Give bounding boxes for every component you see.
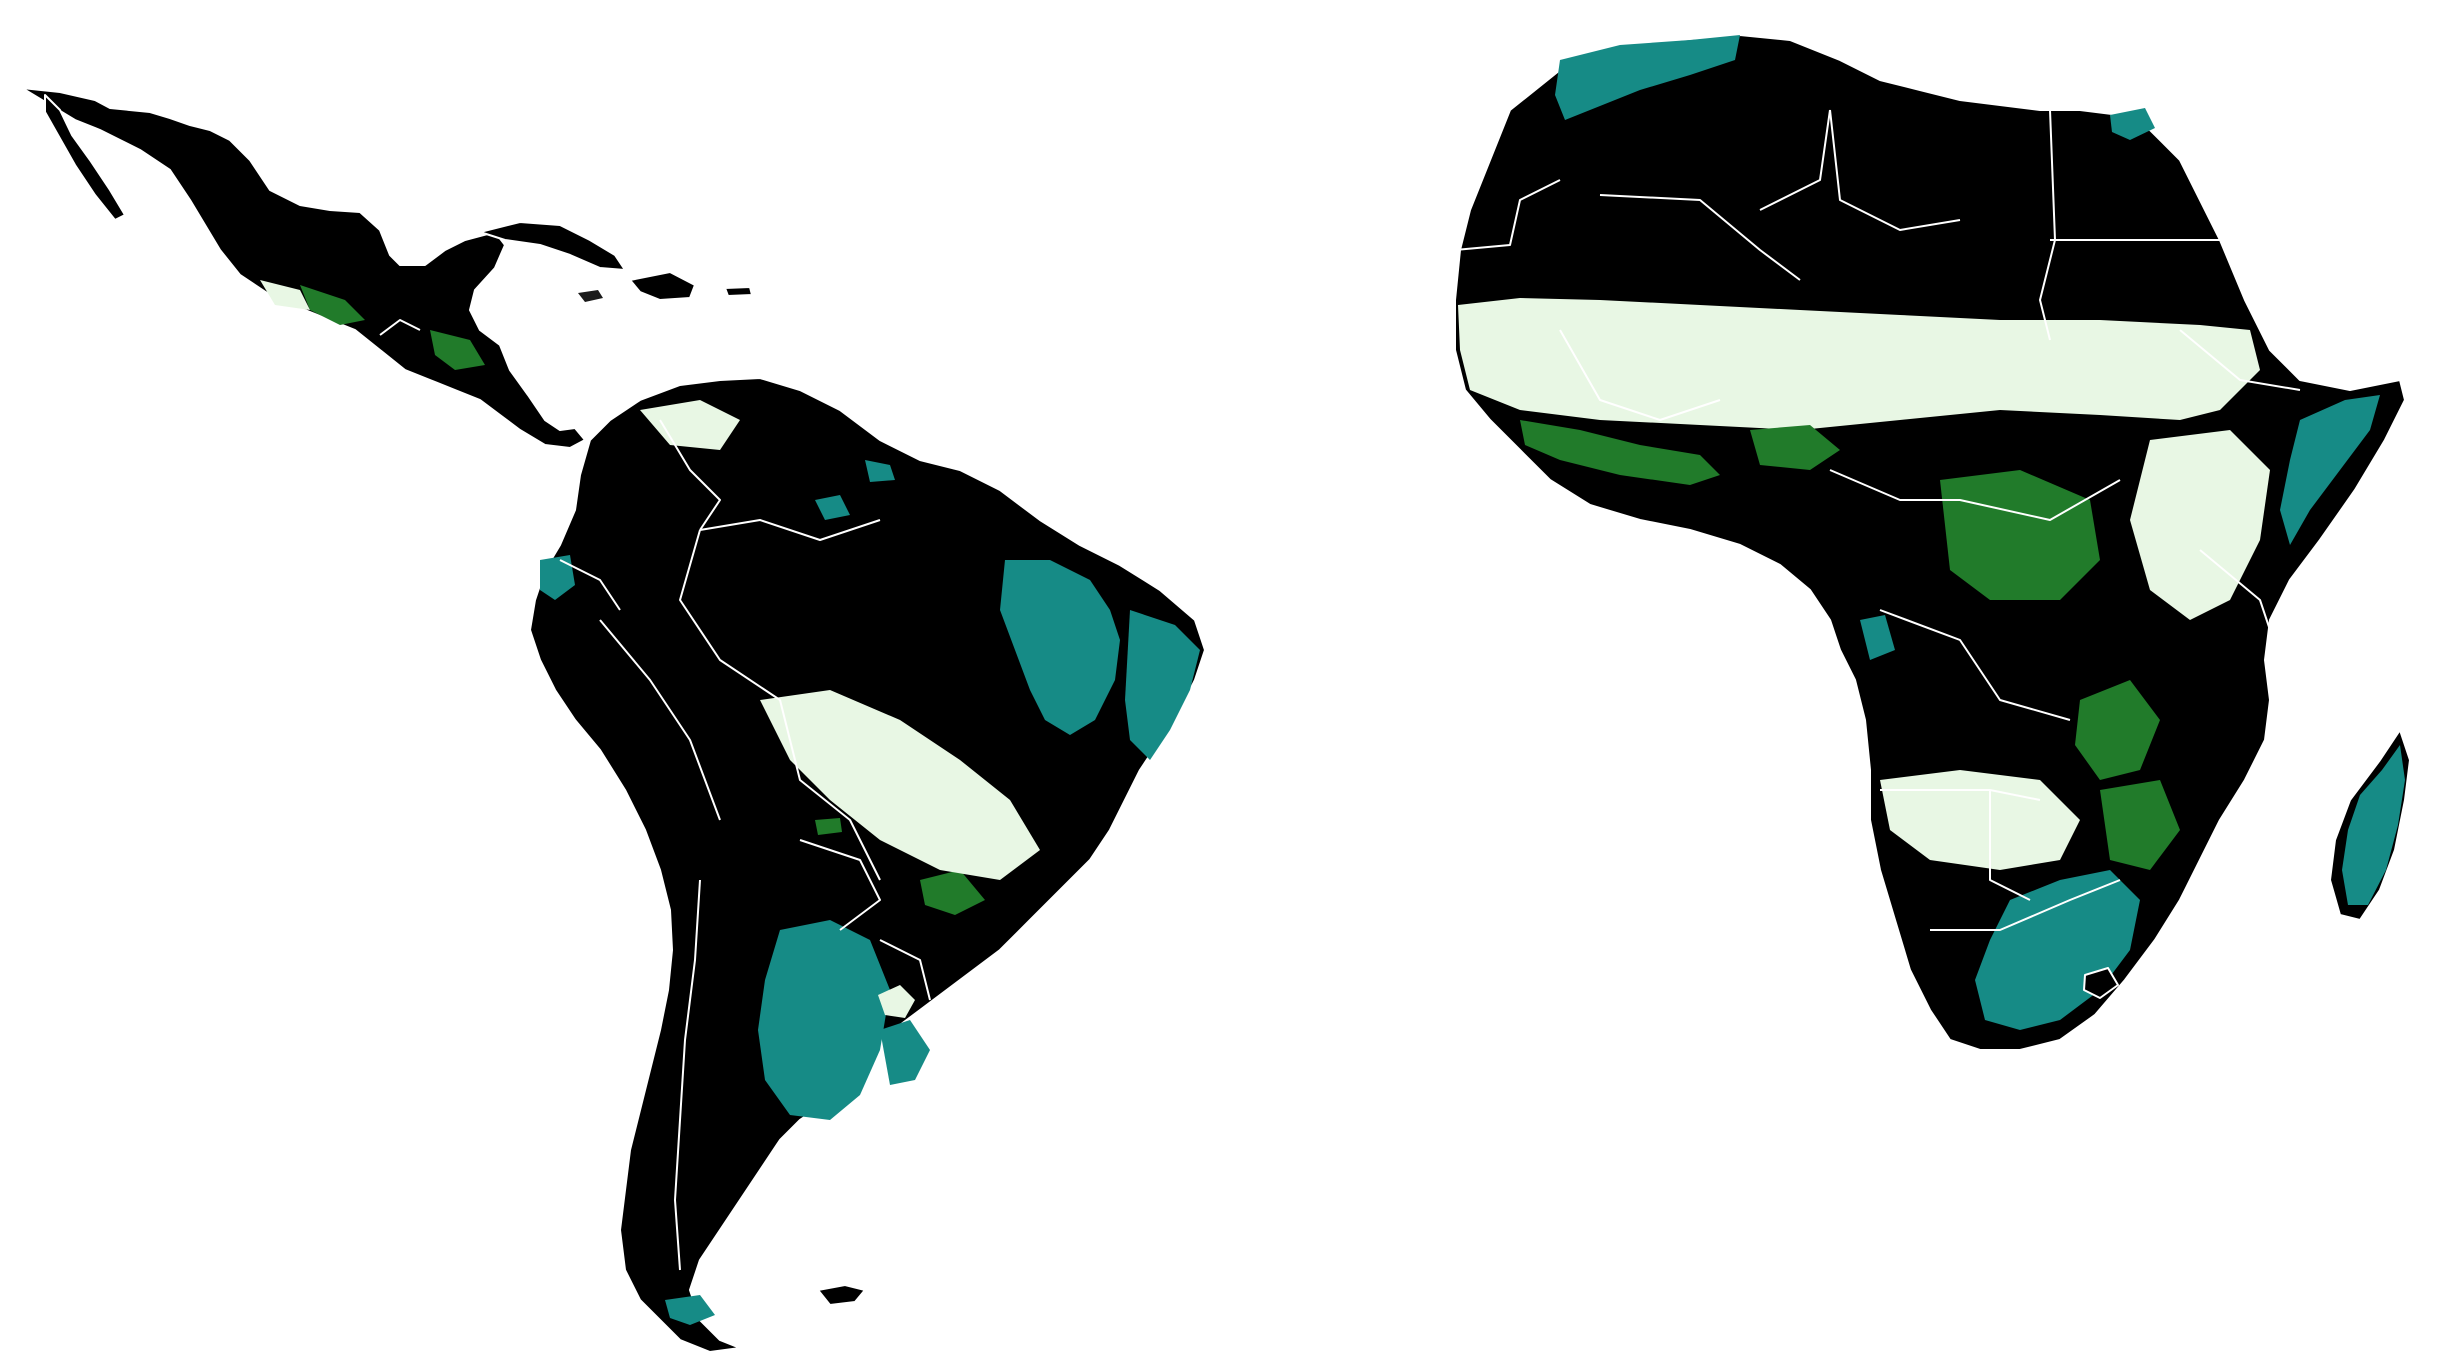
teal-angola-coast: [1860, 615, 1895, 660]
africa: [1454, 34, 2411, 1051]
teal-patagonia-south: [665, 1295, 715, 1325]
green-bolivia-spot: [815, 818, 842, 835]
border-mali-algeria: [1599, 194, 1801, 281]
teal-uruguay-coast: [880, 1020, 930, 1085]
hispaniola-land: [629, 271, 696, 301]
border-colombia-venezuela: [659, 419, 721, 531]
light-cerrado: [760, 690, 1040, 880]
border-ethiopia: [2179, 329, 2301, 391]
teal-egypt-delta: [2110, 108, 2155, 140]
green-central-america-b: [430, 330, 485, 370]
light-lake-argentina-coast: [878, 985, 915, 1018]
border-central-africa: [1829, 469, 2121, 521]
light-class-latam: [260, 280, 1040, 1018]
baja-california-land: [44, 94, 126, 221]
africa-land: [1454, 34, 2406, 1051]
puerto-rico-land: [724, 286, 753, 297]
light-southern-savanna: [1880, 770, 2080, 870]
teal-brazil-east-coast: [1125, 610, 1200, 760]
lesotho-land: [2083, 967, 2119, 999]
green-congo-basin: [1940, 470, 2100, 600]
border-mexico-guatemala: [379, 319, 421, 336]
light-east-africa: [2130, 430, 2270, 620]
border-southern-africa: [1930, 879, 2121, 931]
dark-green-class-latam: [300, 285, 985, 915]
cuba-land: [479, 221, 626, 271]
border-ecuador: [559, 559, 621, 611]
teal-class-latam: [540, 460, 1200, 1325]
border-niger-libya: [1829, 109, 1961, 231]
border-paraguay: [799, 839, 881, 931]
light-class-africa: [1458, 298, 2270, 870]
border-libya-algeria: [1759, 109, 1831, 211]
border-namibia-botswana: [1989, 790, 2031, 901]
green-zambia-malawi: [2075, 680, 2160, 780]
teal-north-coast: [865, 460, 895, 482]
border-kenya-tanzania: [2199, 549, 2281, 661]
light-mexico-south: [260, 280, 310, 310]
light-sahel-band: [1458, 298, 2260, 430]
border-drc-angola: [1879, 609, 2071, 721]
border-peru-bolivia: [599, 619, 721, 821]
border-chad-sudan: [2039, 109, 2056, 341]
africa-country-borders: [1454, 109, 2301, 931]
green-central-america-a: [300, 285, 365, 325]
border-brazil-west: [679, 529, 881, 881]
teal-morocco: [1555, 35, 1740, 120]
mexico-central-america-land: [21, 87, 586, 449]
light-venezuela: [640, 400, 740, 450]
green-west-africa-coast: [1520, 420, 1720, 485]
teal-east-africa-coast: [2280, 395, 2380, 545]
border-uruguay: [879, 939, 931, 1001]
green-nigeria: [1750, 425, 1840, 470]
latam-country-borders: [379, 319, 931, 1271]
border-sahara-west: [1454, 179, 1561, 251]
teal-pampas: [758, 920, 890, 1120]
border-west-africa: [1559, 329, 1721, 421]
teal-ecuador: [540, 555, 575, 600]
green-mozambique: [2100, 780, 2180, 870]
teal-madagascar: [2342, 745, 2405, 905]
dark-green-class-africa: [1520, 420, 2180, 870]
falkland-islands-land: [817, 1284, 866, 1306]
teal-brazil-northeast: [1000, 560, 1120, 735]
teal-guianas: [815, 495, 850, 520]
latin-america: [21, 87, 1206, 1353]
border-brazil-north: [699, 519, 881, 541]
black-class-jamaica: [578, 290, 603, 302]
green-southeast-brazil: [920, 870, 985, 915]
border-chile-argentina: [674, 879, 701, 1271]
